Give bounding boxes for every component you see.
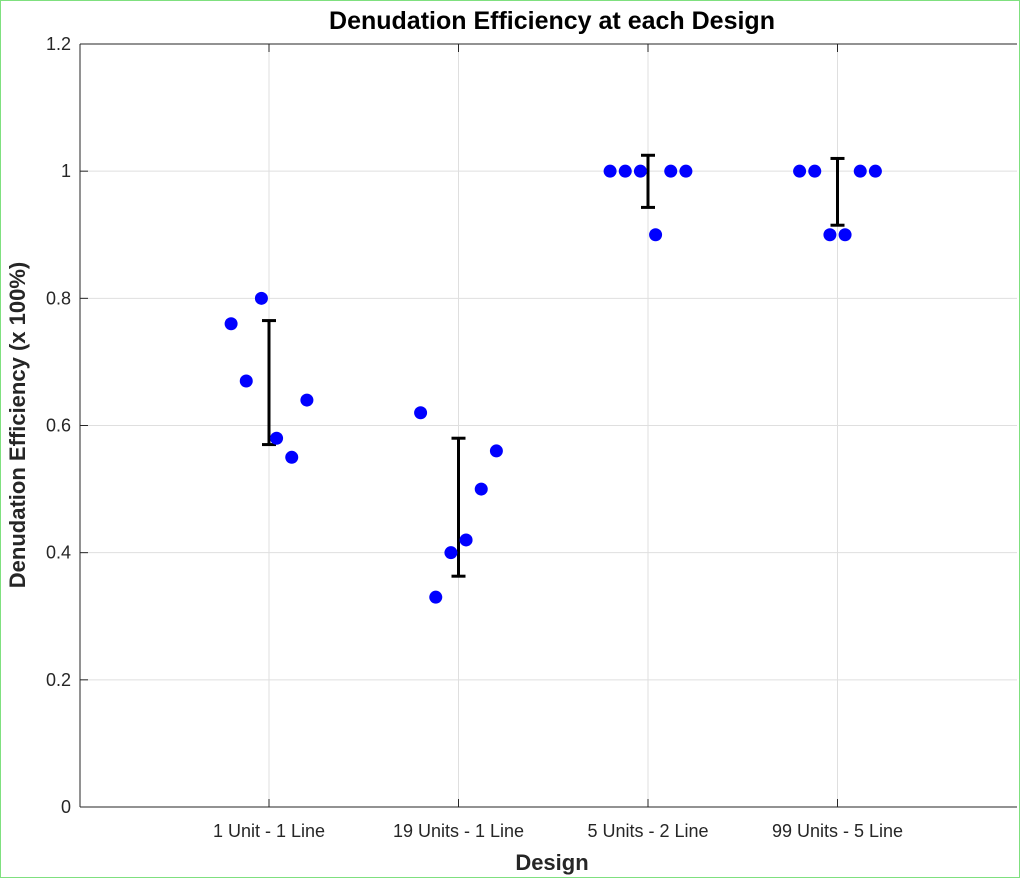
data-point xyxy=(489,444,503,458)
x-tick-label: 99 Units - 5 Line xyxy=(772,821,903,841)
data-point xyxy=(633,164,647,178)
data-point xyxy=(649,228,663,242)
data-point xyxy=(459,533,473,547)
x-tick-label: 5 Units - 2 Line xyxy=(587,821,708,841)
data-point xyxy=(474,482,488,496)
data-point xyxy=(603,164,617,178)
data-point xyxy=(285,450,299,464)
data-point xyxy=(239,374,253,388)
x-tick-label: 19 Units - 1 Line xyxy=(393,821,524,841)
data-point xyxy=(823,228,837,242)
tick-label-layer: 0 0.2 0.4 0.6 0.8 1 1.2 1 Unit - 1 Line 19 Units… xyxy=(46,34,903,841)
data-point xyxy=(679,164,693,178)
x-tick-label: 1 Unit - 1 Line xyxy=(213,821,325,841)
x-axis-label: Design xyxy=(515,850,588,875)
axes-layer xyxy=(79,43,1017,808)
data-point xyxy=(300,393,314,407)
data-point xyxy=(838,228,852,242)
data-point xyxy=(224,317,238,331)
data-point xyxy=(664,164,678,178)
y-tick-label: 1 xyxy=(61,161,71,181)
data-point xyxy=(808,164,822,178)
chart-title: Denudation Efficiency at each Design xyxy=(329,7,775,35)
y-axis-label: Denudation Efficiency (x 100%) xyxy=(5,262,30,588)
y-tick-label: 0.6 xyxy=(46,416,71,436)
data-point xyxy=(444,546,458,560)
y-tick-label: 0.2 xyxy=(46,670,71,690)
data-point xyxy=(793,164,807,178)
y-tick-label: 1.2 xyxy=(46,34,71,54)
y-tick-label: 0 xyxy=(61,797,71,817)
data-point xyxy=(853,164,867,178)
point-layer xyxy=(224,164,882,604)
grid-layer xyxy=(80,43,1017,808)
y-tick-label: 0.4 xyxy=(46,543,71,563)
errorbar-layer xyxy=(262,153,845,578)
data-point xyxy=(414,406,428,420)
data-point xyxy=(429,590,443,604)
data-point xyxy=(868,164,882,178)
data-point xyxy=(270,431,284,445)
data-point xyxy=(254,291,268,305)
y-tick-label: 0.8 xyxy=(46,288,71,308)
data-point xyxy=(618,164,632,178)
